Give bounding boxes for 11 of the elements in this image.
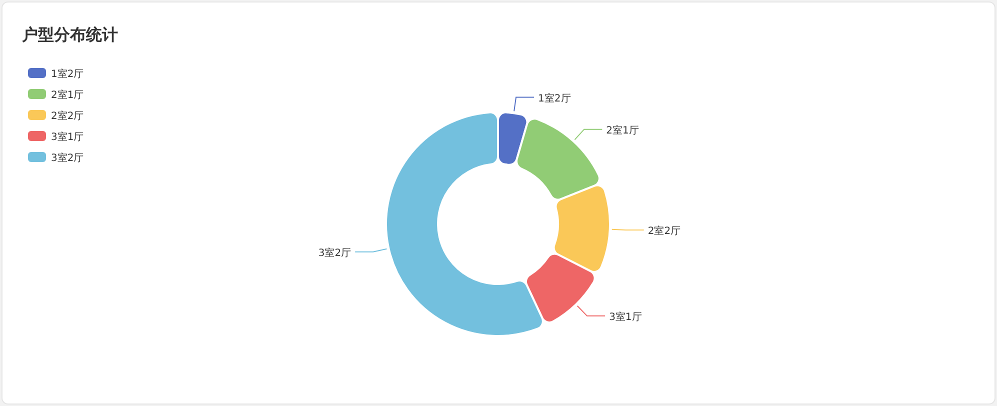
- legend-label: 2室2厅: [51, 110, 84, 122]
- legend-label: 1室2厅: [51, 68, 84, 80]
- legend-label: 2室1厅: [51, 89, 84, 101]
- slice-label: 1室2厅: [538, 92, 571, 104]
- slice-label: 3室2厅: [318, 246, 352, 259]
- slice-label: 2室2厅: [648, 225, 681, 238]
- chart-title: 户型分布统计: [21, 25, 118, 44]
- slice-label: 2室1厅: [606, 124, 639, 136]
- slice-label: 3室1厅: [609, 310, 642, 323]
- legend-label: 3室1厅: [51, 131, 84, 143]
- legend-label: 3室2厅: [51, 152, 84, 164]
